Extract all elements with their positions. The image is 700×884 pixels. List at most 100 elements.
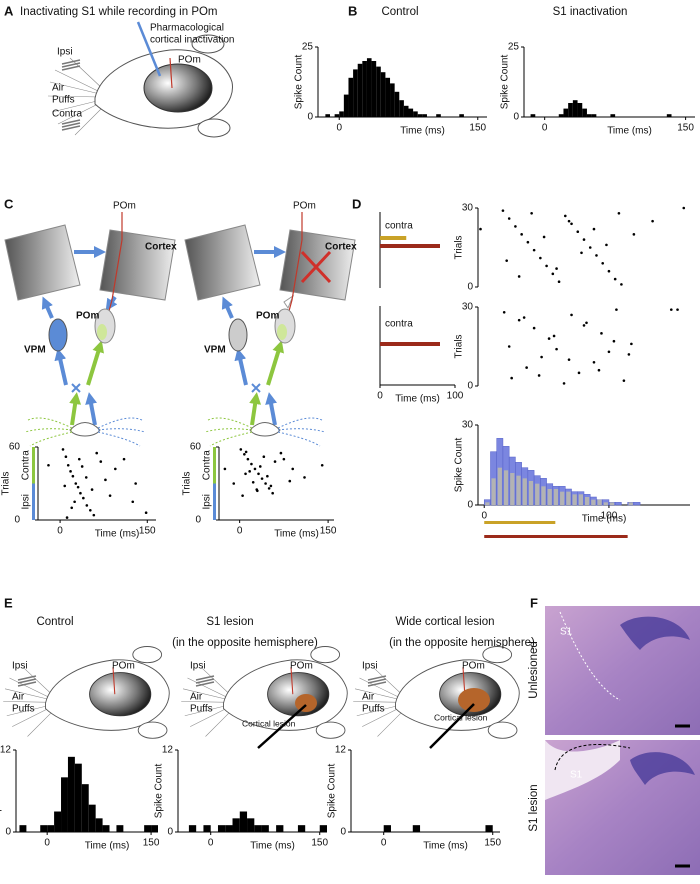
spike (555, 267, 558, 270)
histogram-bar (151, 825, 158, 832)
trial-group-label: Contra (21, 450, 32, 480)
trial-group-label: Ipsi (202, 494, 213, 510)
spike (69, 470, 72, 473)
stimulus-bar (380, 236, 407, 240)
histogram-bar (188, 825, 197, 832)
spike (507, 217, 511, 220)
pom-region (277, 324, 287, 340)
label: Cortical lesion (242, 718, 296, 728)
x-tick-label: 0 (542, 123, 548, 134)
lesion-pointer (257, 704, 307, 749)
histogram-bar (591, 499, 596, 505)
stimulus-bar (380, 244, 440, 248)
label: Air (362, 692, 375, 703)
spike (505, 259, 508, 262)
whiskers-part (97, 431, 141, 447)
spike (244, 450, 248, 454)
spike (514, 225, 517, 228)
y-axis-label: Spike Count (294, 55, 305, 110)
spike (250, 462, 253, 466)
histogram-bar (247, 818, 255, 832)
label: POm (256, 311, 279, 322)
y-axis-label: Trials (1, 471, 12, 495)
x-tick-label: 0 (44, 838, 50, 849)
y-tick-label: 60 (190, 442, 202, 453)
spike (520, 233, 523, 236)
spike (239, 448, 243, 451)
histogram-bar (239, 811, 248, 832)
spike (539, 256, 542, 260)
spike (89, 508, 92, 512)
chart-title: Control (381, 6, 418, 18)
air-puff (61, 119, 81, 131)
spike (582, 238, 586, 241)
chart-subtitle: (in the opposite hemisphere) (389, 637, 535, 649)
spike (510, 376, 513, 380)
x-axis-label: Time (ms) (582, 514, 627, 525)
chart-title: Wide cortical lesion (395, 616, 494, 628)
spike (74, 482, 78, 485)
histogram-bar (343, 94, 349, 117)
histogram-bar (459, 114, 464, 117)
label: POm (112, 661, 135, 672)
spike (479, 227, 482, 231)
spike (131, 500, 135, 504)
histogram-bar (74, 763, 82, 832)
y-axis-label: Spike Count (327, 764, 338, 819)
histogram-bar (603, 502, 608, 505)
histogram-bar (578, 494, 583, 505)
panel-letter: B (348, 3, 357, 18)
arrows-part (85, 392, 97, 426)
spike (260, 477, 264, 480)
cortex (99, 229, 176, 301)
label: Cortical lesion (434, 712, 488, 722)
spike (612, 339, 616, 343)
spike (320, 463, 324, 467)
stimulus-bar (484, 521, 556, 524)
panel-letter: C (4, 196, 14, 211)
histogram-bar (417, 114, 423, 117)
spike (580, 251, 583, 255)
spike (567, 358, 571, 361)
whiskers-part (97, 417, 143, 429)
spike (232, 482, 236, 485)
spike (73, 500, 76, 504)
whiskers (24, 417, 146, 447)
spike (588, 246, 592, 249)
spike (557, 280, 561, 284)
cortex (184, 224, 261, 301)
x-tick-label: 0 (237, 526, 243, 537)
spike (592, 227, 596, 231)
histogram-bar (568, 103, 573, 117)
spike (532, 326, 536, 330)
label: POm (113, 201, 136, 212)
spike (576, 230, 580, 233)
x-axis-label: Time (ms) (400, 126, 445, 137)
spike (620, 283, 623, 286)
spike (269, 484, 273, 488)
histogram-bar (385, 77, 391, 117)
label: VPM (24, 345, 46, 356)
y-tick-label: 30 (462, 420, 474, 431)
histogram-bar (383, 825, 391, 832)
stimulus-label: contra (385, 221, 413, 232)
histogram-bar (261, 825, 269, 832)
label: Air (12, 692, 25, 703)
whiskers-part (29, 431, 73, 447)
spike (502, 310, 506, 314)
whiskers-part (209, 431, 253, 447)
spike (80, 465, 84, 468)
spike (627, 353, 631, 356)
rat-head (352, 645, 520, 739)
spike (241, 494, 244, 497)
spike (65, 516, 69, 519)
trial-group-label: Contra (202, 450, 213, 480)
histogram-bar (376, 66, 381, 117)
histogram-bar (609, 502, 615, 505)
spike (551, 272, 555, 276)
histogram-bar (628, 502, 633, 505)
spike (595, 254, 598, 257)
arrows-part (265, 392, 277, 426)
label: Puffs (12, 704, 35, 715)
region-label: S1 (560, 627, 573, 638)
